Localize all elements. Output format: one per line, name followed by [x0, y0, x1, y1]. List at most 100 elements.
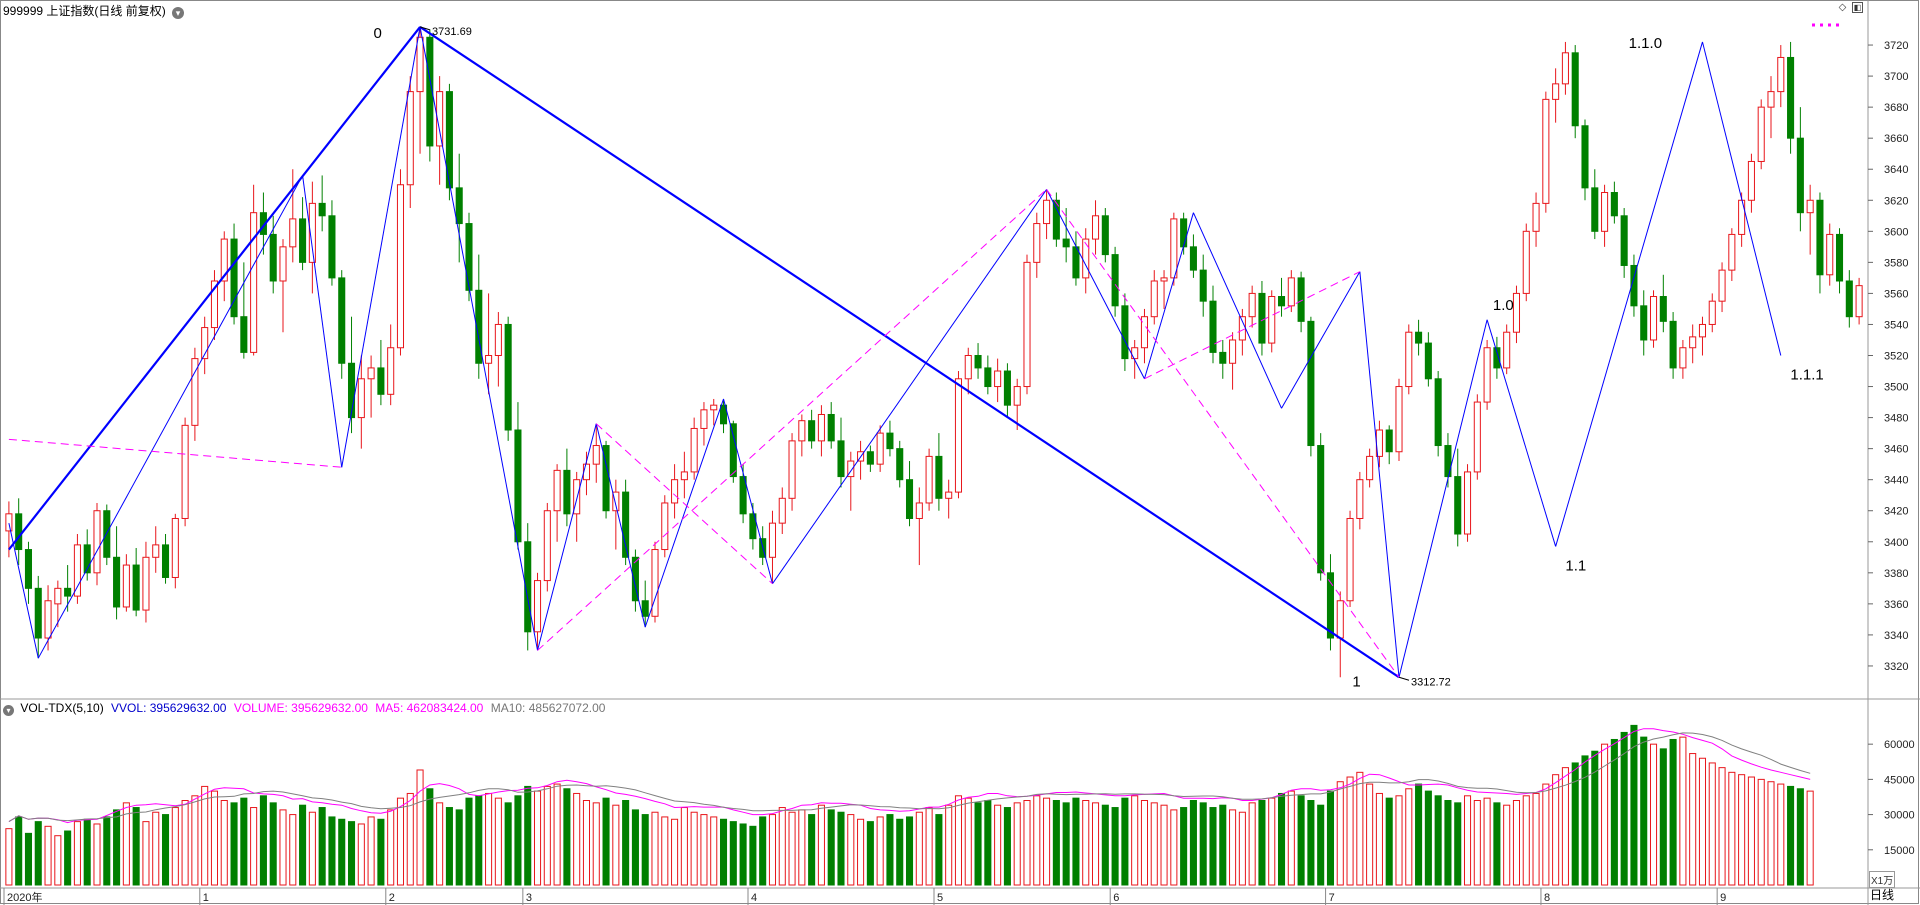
volume-bar — [710, 816, 718, 886]
candle-body — [230, 238, 238, 318]
volume-bar — [1728, 771, 1736, 886]
volume-bar — [357, 823, 365, 886]
volume-bar — [64, 830, 72, 886]
candle-body — [279, 246, 287, 282]
y-tick-label: 3660 — [1884, 133, 1908, 145]
window-restore-icon[interactable]: ◧ — [1852, 2, 1863, 13]
volume-bar — [132, 807, 140, 886]
volume-bar — [1287, 790, 1295, 886]
wave-line — [419, 25, 1400, 679]
candle-body — [719, 404, 728, 425]
candle-body — [1121, 305, 1129, 360]
candle-body — [1483, 347, 1491, 403]
volume-bar — [602, 797, 610, 886]
volume-bar — [690, 811, 698, 886]
wave-line — [1398, 319, 1488, 678]
candle-body — [671, 479, 679, 504]
wave-line — [772, 189, 1047, 584]
vol-y-tick-label: 15000 — [1884, 845, 1915, 857]
y-tick-label: 3620 — [1884, 195, 1908, 207]
x-tick-label: 2 — [389, 892, 395, 904]
chevron-down-icon[interactable]: ▾ — [172, 7, 185, 19]
volume-bar — [1532, 792, 1540, 886]
candle-body — [347, 362, 356, 419]
volume-bar — [1689, 753, 1697, 886]
candle-body — [1131, 347, 1139, 360]
volume-bar — [230, 802, 238, 886]
candle-body — [631, 556, 639, 602]
candle-body — [553, 469, 561, 512]
candle-body — [73, 544, 81, 597]
volume-bar — [1659, 748, 1667, 886]
y-tick-label: 3600 — [1884, 226, 1908, 238]
volume-bar — [1091, 802, 1100, 886]
candle-body — [191, 358, 199, 426]
candle-body — [739, 476, 747, 515]
y-tick-label: 3520 — [1884, 351, 1908, 363]
candle-body — [1610, 192, 1618, 217]
candle-body — [1199, 269, 1207, 302]
volume-bar — [1111, 807, 1119, 886]
y-tick-label: 3400 — [1884, 537, 1908, 549]
candle-body — [54, 587, 62, 605]
volume-bar — [377, 818, 385, 886]
x-tick-label: 8 — [1544, 892, 1550, 904]
candle-body — [1258, 292, 1266, 344]
wave-label: 1.1.0 — [1629, 35, 1662, 52]
price-extreme-label: 3312.72 — [1411, 676, 1451, 688]
candle-body — [1806, 199, 1814, 214]
candle-body — [1796, 137, 1804, 214]
volume-bar — [279, 809, 287, 886]
chevron-down-icon[interactable]: ▾ — [3, 705, 14, 716]
volume-bar — [974, 802, 982, 886]
candle-body — [1689, 336, 1697, 349]
volume-bar — [308, 811, 316, 886]
candle-body — [1062, 238, 1070, 248]
candle-body — [1356, 479, 1364, 519]
volume-bar — [1512, 800, 1521, 886]
candle-body — [1180, 218, 1188, 248]
candle-body — [582, 463, 591, 481]
volume-bar — [1767, 781, 1775, 886]
candle-body — [1229, 339, 1237, 364]
volume-bar — [1415, 783, 1423, 886]
wave-line — [1555, 41, 1703, 547]
volume-bar — [289, 814, 297, 886]
volume-bar — [1023, 800, 1031, 886]
candle-body — [1170, 218, 1178, 279]
x-tick-label: 5 — [937, 892, 943, 904]
volume-bar — [504, 802, 512, 886]
candle-body — [808, 420, 816, 442]
volume-bar — [778, 807, 786, 886]
volume-bar — [103, 816, 111, 886]
diamond-icon[interactable]: ◇ — [1838, 2, 1847, 13]
x-tick-label: 4 — [751, 892, 757, 904]
wave-line — [644, 398, 724, 628]
wave-label: 1.1.1 — [1790, 367, 1823, 384]
candle-body — [563, 469, 571, 515]
candle-body — [994, 370, 1002, 388]
candle-body — [1512, 292, 1521, 333]
candle-body — [1826, 233, 1834, 276]
volume-bar — [1385, 797, 1393, 886]
volume-bar — [994, 804, 1002, 886]
volume-bar — [1444, 800, 1452, 886]
candle-body — [24, 549, 33, 589]
candle-body — [710, 404, 718, 411]
volume-bar — [533, 790, 542, 886]
volume-bar — [436, 802, 444, 886]
candle-body — [1835, 233, 1844, 282]
candle-body — [83, 544, 91, 574]
volume-bar — [1326, 790, 1335, 886]
volume-bar — [1522, 795, 1530, 886]
period-label[interactable]: 日线 — [1870, 888, 1895, 902]
volume-bar — [1679, 736, 1687, 886]
volume-bar — [680, 807, 688, 886]
volume-bar — [93, 823, 101, 886]
wave-line — [1701, 41, 1782, 356]
volume-bar — [1483, 797, 1491, 886]
candle-body — [44, 600, 52, 639]
